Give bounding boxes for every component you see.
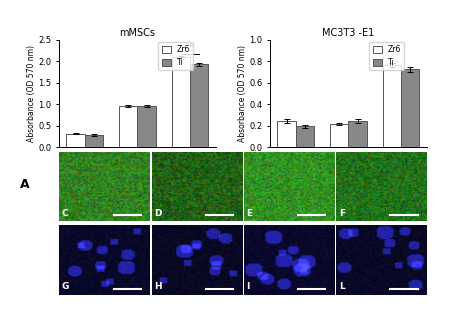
Bar [401, 69, 419, 147]
Bar [296, 126, 314, 147]
Title: MC3T3 -E1: MC3T3 -E1 [322, 27, 374, 37]
Text: B: B [231, 177, 241, 191]
Y-axis label: Absorbance (OD 570 nm): Absorbance (OD 570 nm) [237, 45, 246, 142]
Text: I: I [246, 282, 250, 291]
Text: A: A [20, 177, 30, 191]
Bar [119, 106, 137, 147]
Text: C: C [62, 209, 69, 217]
Text: E: E [246, 209, 253, 217]
Bar [66, 134, 85, 147]
Bar [190, 64, 209, 147]
Text: L: L [339, 282, 345, 291]
Text: F: F [339, 209, 345, 217]
Text: H: H [154, 282, 162, 291]
Bar [383, 65, 401, 147]
Title: mMSCs: mMSCs [119, 27, 155, 37]
Text: G: G [62, 282, 69, 291]
Legend: Zr6, Ti: Zr6, Ti [158, 42, 193, 70]
Bar [137, 106, 156, 147]
Y-axis label: Absorbance (OD 570 nm): Absorbance (OD 570 nm) [27, 45, 36, 142]
Text: D: D [154, 209, 162, 217]
Bar [172, 57, 190, 147]
Text: *: * [187, 43, 193, 53]
Bar [330, 124, 348, 147]
Legend: Zr6, Ti: Zr6, Ti [370, 42, 404, 70]
Bar [348, 121, 367, 147]
Bar [85, 135, 103, 147]
Bar [277, 121, 296, 147]
